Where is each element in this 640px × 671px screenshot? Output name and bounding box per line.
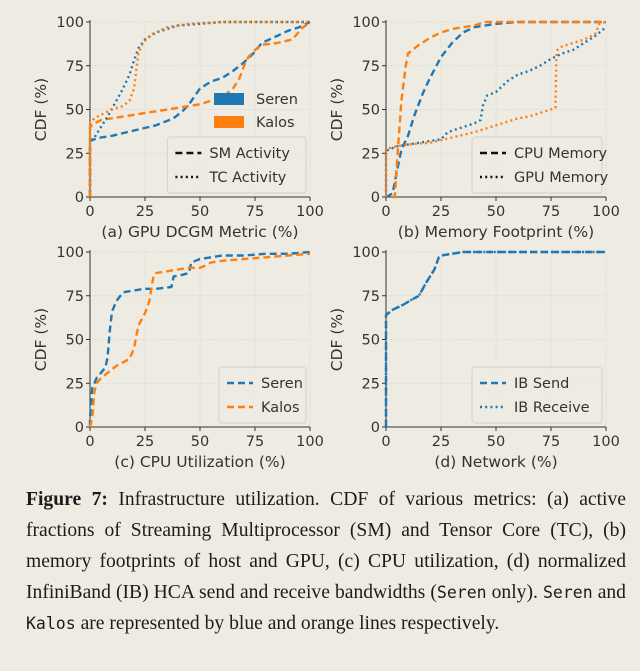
y-tick-label: 100 — [352, 15, 380, 31]
legend: CPU Memory GPU Memory — [471, 136, 609, 194]
legend-label: GPU Memory — [514, 170, 609, 186]
y-tick-label: 50 — [362, 103, 380, 119]
panel-d: 0 25 50 75 100 0 25 50 75 100 (d) Network (%) CDF (… — [328, 245, 620, 471]
caption-text: only). — [486, 582, 543, 603]
panel-a: 0 25 50 75 100 0 25 50 75 100 (a) GPU DCGM Metric … — [32, 15, 324, 241]
y-tick-label: 25 — [362, 376, 380, 392]
legend-box — [471, 136, 603, 194]
y-tick-label: 0 — [371, 190, 380, 206]
legend: Seren Kalos — [218, 366, 307, 424]
legend: SM Activity TC Activity Seren Kalos — [166, 92, 307, 194]
caption-label: Figure 7: — [26, 489, 108, 510]
y-tick-label: 75 — [362, 59, 380, 75]
y-tick-label: 100 — [56, 245, 84, 261]
panel-c: 0 25 50 75 100 0 25 50 75 100 (c) CPU Utilization … — [32, 245, 324, 471]
legend-label: TC Activity — [208, 170, 286, 186]
series-line-kalos-gpu-memory — [384, 20, 607, 197]
caption-code-kalos: Kalos — [26, 614, 76, 633]
y-tick-label: 50 — [362, 333, 380, 349]
series-line-seren-sm-activity — [88, 20, 311, 197]
caption-text: Infrastructure utilization. CDF of vario… — [26, 489, 626, 603]
series-line-seren-cpu-memory — [385, 20, 606, 199]
caption-code-seren: Seren — [542, 583, 593, 602]
legend-label: Seren — [256, 92, 298, 108]
y-axis-label: CDF (%) — [328, 78, 346, 141]
legend-box — [218, 366, 307, 424]
legend-label: SM Activity — [209, 146, 290, 162]
y-tick-label: 0 — [371, 420, 380, 436]
x-tick-label: 100 — [296, 204, 324, 220]
y-tick-label: 50 — [66, 103, 84, 119]
series-line-kalos-cpu-memory — [392, 20, 606, 199]
legend-label: Seren — [261, 376, 303, 392]
x-tick-label: 0 — [85, 204, 94, 220]
y-tick-label: 100 — [352, 245, 380, 261]
x-tick-label: 50 — [191, 434, 209, 450]
x-tick-label: 0 — [85, 434, 94, 450]
x-tick-label: 0 — [381, 204, 390, 220]
x-tick-label: 25 — [136, 434, 154, 450]
x-axis-label: (d) Network (%) — [434, 453, 557, 471]
figure-caption: Figure 7: Infrastructure utilization. CD… — [26, 484, 626, 639]
y-tick-label: 100 — [56, 15, 84, 31]
caption-text: are represented by blue and orange lines… — [75, 613, 500, 634]
legend-patch-kalos — [214, 116, 244, 128]
x-tick-label: 75 — [246, 204, 264, 220]
series-line-ib-receive — [384, 250, 606, 427]
x-tick-label: 25 — [136, 204, 154, 220]
x-axis-label: (c) CPU Utilization (%) — [114, 453, 285, 471]
x-axis-label: (b) Memory Footprint (%) — [398, 223, 594, 241]
legend-label: Kalos — [261, 400, 300, 416]
x-tick-label: 50 — [191, 204, 209, 220]
x-tick-label: 0 — [381, 434, 390, 450]
legend-label: Kalos — [256, 115, 295, 131]
x-tick-label: 100 — [296, 434, 324, 450]
legend-label: IB Send — [514, 376, 569, 392]
x-tick-label: 50 — [487, 434, 505, 450]
x-tick-label: 100 — [592, 204, 620, 220]
x-tick-label: 100 — [592, 434, 620, 450]
y-tick-label: 50 — [66, 333, 84, 349]
legend-patch-seren — [214, 93, 244, 105]
x-tick-label: 75 — [542, 204, 560, 220]
y-axis-label: CDF (%) — [328, 308, 346, 371]
x-axis-label: (a) GPU DCGM Metric (%) — [101, 223, 298, 241]
x-tick-label: 75 — [246, 434, 264, 450]
x-tick-label: 25 — [432, 434, 450, 450]
figure: 0 25 50 75 100 0 25 50 75 100 (a) GPU DCGM Metric … — [32, 15, 620, 471]
panel-b: 0 25 50 75 100 0 25 50 75 100 (b) Memory Footprint… — [328, 15, 620, 241]
y-axis-label: CDF (%) — [32, 78, 50, 141]
y-tick-label: 25 — [362, 146, 380, 162]
series-line-kalos-tc-activity — [88, 20, 310, 197]
x-tick-label: 25 — [432, 204, 450, 220]
y-tick-label: 25 — [66, 376, 84, 392]
y-axis-label: CDF (%) — [32, 308, 50, 371]
y-tick-label: 75 — [66, 59, 84, 75]
legend-label: CPU Memory — [514, 146, 607, 162]
y-tick-label: 0 — [75, 190, 84, 206]
caption-code-seren: Seren — [436, 583, 487, 602]
caption-text: and — [592, 582, 626, 603]
x-tick-label: 75 — [542, 434, 560, 450]
legend: IB Send IB Receive — [471, 366, 603, 424]
legend-box — [166, 136, 307, 194]
x-tick-label: 50 — [487, 204, 505, 220]
legend-label: IB Receive — [514, 400, 590, 416]
y-tick-label: 75 — [66, 289, 84, 305]
series-line-kalos — [88, 252, 311, 428]
y-tick-label: 75 — [362, 289, 380, 305]
y-tick-label: 25 — [66, 146, 84, 162]
series-line-seren-tc-activity — [88, 20, 310, 197]
legend-box — [471, 366, 603, 424]
y-tick-label: 0 — [75, 420, 84, 436]
